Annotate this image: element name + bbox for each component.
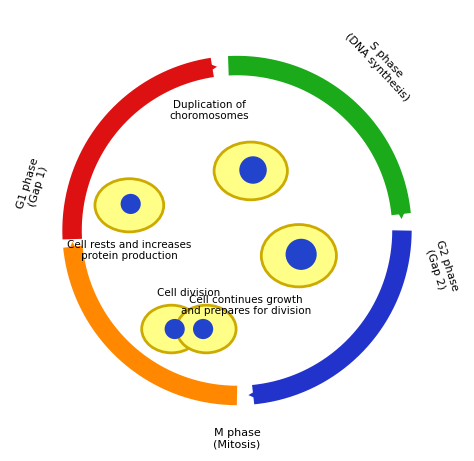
Text: Cell division: Cell division <box>157 288 220 298</box>
Text: Cell rests and increases
protein production: Cell rests and increases protein product… <box>67 240 191 261</box>
Text: M phase
(Mitosis): M phase (Mitosis) <box>213 428 261 450</box>
Text: Cell continues growth
and prepares for division: Cell continues growth and prepares for d… <box>181 295 311 316</box>
Circle shape <box>239 156 267 184</box>
Ellipse shape <box>214 142 287 200</box>
Ellipse shape <box>95 179 164 232</box>
Circle shape <box>193 319 213 339</box>
Circle shape <box>285 239 317 270</box>
Ellipse shape <box>142 305 201 353</box>
Text: G2 phase
(Gap 2): G2 phase (Gap 2) <box>422 239 459 296</box>
Circle shape <box>164 319 185 339</box>
Ellipse shape <box>261 225 337 287</box>
Ellipse shape <box>176 305 236 353</box>
Text: G1 phase
(Gap 1): G1 phase (Gap 1) <box>15 156 51 213</box>
Text: S phase
(DNA synthesis): S phase (DNA synthesis) <box>343 23 419 103</box>
Text: Duplication of
choromosomes: Duplication of choromosomes <box>170 100 249 121</box>
Circle shape <box>120 194 141 214</box>
